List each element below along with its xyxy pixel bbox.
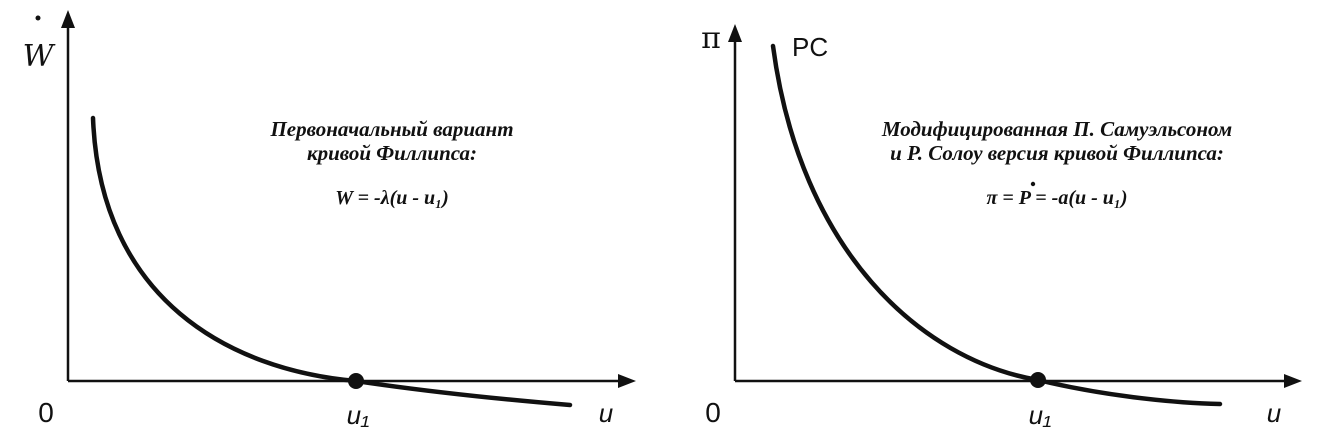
right-origin-label: 0 [705,397,721,428]
left-caption-line1: Первоначальный вариант [269,117,513,141]
left-origin-label: 0 [38,397,54,428]
left-y-axis-label: W [23,39,56,74]
right-formula: π = P = -a(u - u₁) [986,187,1127,209]
right-curve-label: PC [792,32,828,62]
right-caption-line1: Модифицированная П. Самуэльсоном [881,117,1232,141]
right-y-axis-label: π [701,21,721,56]
right-point-label: u₁ [1029,400,1052,430]
left-phillips-curve [90,115,573,408]
left-formula: W = -λ(u - u₁) [335,187,449,209]
right-natural-rate-point [1030,372,1046,388]
left-y-axis-arrow [61,10,75,28]
left-x-axis-arrow [618,374,636,388]
left-panel: W 0 u₁ u Первоначальный вариант кривой Ф… [23,10,636,430]
right-caption-line2: и Р. Солоу версия кривой Филлипса: [890,141,1224,165]
left-y-label-dot [35,15,41,21]
right-formula-dot [1030,181,1036,187]
right-x-axis-arrow [1284,374,1302,388]
right-phillips-curve [770,43,1223,407]
right-y-axis-arrow [728,24,742,42]
left-natural-rate-point [348,373,364,389]
left-x-axis-label: u [599,398,613,428]
right-x-axis-label: u [1267,398,1281,428]
right-panel: π PC 0 u₁ u Модифицированная П. Самуэльс… [701,21,1302,430]
left-caption-line2: кривой Филлипса: [307,141,477,165]
left-point-label: u₁ [347,400,370,430]
